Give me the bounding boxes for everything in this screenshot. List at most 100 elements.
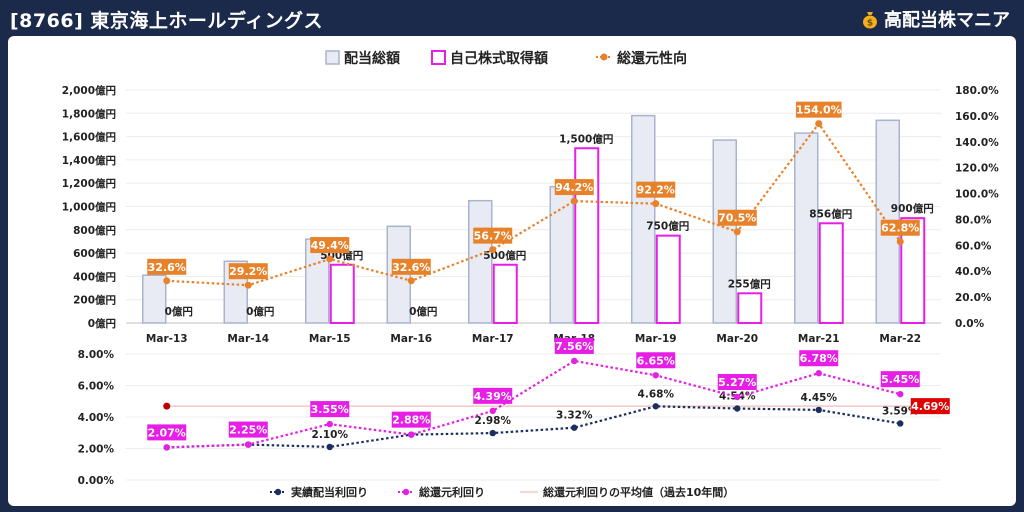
- point-payout-Mar-16: [407, 277, 415, 285]
- bar-dividend-Mar-17: [468, 199, 493, 324]
- payout-value-label: 62.8%: [881, 222, 919, 235]
- payout-value-label: 32.6%: [392, 261, 430, 274]
- y-left-tick-label: 1,400億円: [62, 154, 116, 167]
- payout-value-label: 94.2%: [555, 181, 593, 194]
- y-left-tick-label: 800億円: [73, 224, 116, 237]
- y-right-tick-label: 120.0%: [955, 163, 999, 175]
- y-bottom-tick-label: 2.00%: [78, 444, 115, 456]
- point-payout-Mar-17: [489, 246, 497, 254]
- x-tick-label: Mar-15: [309, 333, 351, 345]
- point-actual-Mar-17: [489, 429, 496, 437]
- total-yield-label: 6.65%: [637, 354, 675, 367]
- payout-value-label-bg: [147, 258, 187, 275]
- y-left-tick-label: 1,800億円: [62, 107, 116, 120]
- buyback-value-label: 900億円: [891, 202, 934, 215]
- payout-value-label-bg: [310, 237, 350, 254]
- point-total-Mar-13: [163, 444, 170, 451]
- bar-dividend-Mar-19: [631, 114, 656, 324]
- legend-swatch-buyback: [431, 50, 446, 65]
- svg-text:$: $: [867, 19, 873, 29]
- bar-dividend-Mar-20: [712, 139, 737, 324]
- y-left-tick-label: 2,000億円: [62, 84, 116, 97]
- point-payout-Mar-14: [244, 281, 252, 289]
- y-right-tick-label: 100.0%: [955, 189, 999, 201]
- point-total-Mar-17: [489, 407, 496, 415]
- bar-dividend-Mar-13: [142, 274, 167, 324]
- point-total-Mar-14: [245, 441, 252, 448]
- payout-value-label: 49.4%: [311, 239, 349, 252]
- total-yield-label-bg: [717, 373, 757, 390]
- x-tick-label: Mar-20: [716, 333, 758, 345]
- legend-label-payout: 総還元性向: [617, 50, 687, 67]
- point-payout-Mar-21: [815, 120, 823, 128]
- money-bag-icon: $: [863, 12, 877, 29]
- point-actual-Mar-15: [326, 443, 333, 451]
- point-payout-Mar-22: [896, 238, 904, 246]
- point-actual-Mar-18: [571, 424, 578, 431]
- point-actual-Mar-22: [897, 420, 904, 427]
- line-total-yield: [166, 359, 901, 449]
- line-actual-yield: [166, 405, 901, 449]
- total-yield-label-bg: [799, 350, 839, 367]
- legend-label-actual: 実績配当利回り: [291, 485, 368, 499]
- legend-marker-payout: [600, 53, 608, 61]
- buyback-value-label: 0億円: [409, 305, 437, 318]
- bar-buyback-Mar-17: [492, 263, 518, 324]
- actual-yield-label: 2.98%: [475, 415, 512, 427]
- y-bottom-tick-label: 8.00%: [78, 349, 115, 361]
- point-payout-Mar-15: [326, 255, 334, 263]
- brand-name: 高配当株マニア: [884, 10, 1010, 31]
- bar-buyback-Mar-19: [655, 234, 681, 324]
- y-bottom-tick-label: 4.00%: [78, 412, 115, 424]
- legend-label-average: 総還元利回りの平均値（過去10年間）: [543, 485, 734, 499]
- y-right-tick-label: 60.0%: [955, 240, 992, 252]
- brand-logo: $ 高配当株マニア: [860, 6, 1010, 32]
- x-tick-label: Mar-17: [472, 333, 514, 345]
- legend-label-dividend: 配当総額: [344, 50, 400, 67]
- point-actual-Mar-20: [734, 405, 741, 412]
- actual-yield-label: 3.32%: [556, 410, 593, 422]
- total-yield-label-bg: [554, 337, 594, 354]
- chart-canvas: 配当総額 自己株式取得額 総還元性向 0億円 200億円 400億円 600億円 800億円 1…: [62, 50, 999, 499]
- average-yield-label: 4.69%: [911, 400, 949, 413]
- total-yield-label: 2.07%: [148, 426, 186, 439]
- payout-value-label-bg: [554, 179, 594, 196]
- buyback-value-label: 255億円: [728, 277, 771, 290]
- y-right-tick-label: 140.0%: [955, 137, 999, 149]
- y-left-tick-label: 400億円: [73, 270, 116, 283]
- total-yield-label: 5.45%: [881, 373, 919, 386]
- y-bottom-tick-label: 6.00%: [78, 381, 115, 393]
- y-right-tick-label: 180.0%: [955, 85, 999, 97]
- point-total-Mar-21: [815, 370, 822, 377]
- point-total-Mar-20: [734, 393, 741, 401]
- bar-buyback-Mar-18: [574, 147, 600, 324]
- bar-dividend-Mar-18: [549, 185, 574, 324]
- bar-buyback-Mar-22: [900, 217, 926, 324]
- buyback-value-label: 0億円: [246, 305, 274, 318]
- y-left-tick-label: 600億円: [73, 247, 116, 260]
- point-total-Mar-18: [571, 357, 578, 365]
- x-tick-label: Mar-21: [798, 333, 840, 345]
- bar-buyback-Mar-21: [818, 222, 844, 324]
- bar-buyback-Mar-15: [329, 263, 355, 324]
- point-total-Mar-19: [652, 372, 659, 379]
- legend-marker-total: [402, 488, 410, 496]
- y-right-tick-label: 160.0%: [955, 111, 999, 123]
- bar-buyback-Mar-20: [737, 292, 763, 325]
- point-payout-Mar-19: [652, 200, 660, 208]
- total-yield-label-bg: [228, 421, 268, 438]
- point-actual-Mar-19: [652, 403, 659, 410]
- payout-value-label: 32.6%: [148, 261, 186, 274]
- x-tick-label: Mar-13: [146, 333, 188, 345]
- chart-panel: 配当総額 自己株式取得額 総還元性向 0億円 200億円 400億円 600億円 800億円 1…: [8, 36, 1016, 506]
- payout-value-label: 92.2%: [637, 184, 675, 197]
- page-title: [8766] 東京海上ホールディングス: [10, 10, 324, 32]
- payout-value-label-bg: [795, 101, 842, 118]
- buyback-value-label: 1,500億円: [559, 132, 613, 145]
- x-tick-label: Mar-19: [635, 333, 677, 345]
- point-total-Mar-15: [326, 420, 333, 428]
- payout-value-label: 56.7%: [474, 230, 512, 243]
- x-tick-label: Mar-22: [879, 333, 921, 345]
- point-payout-Mar-18: [570, 197, 578, 205]
- actual-yield-label: 3.59%: [882, 405, 919, 417]
